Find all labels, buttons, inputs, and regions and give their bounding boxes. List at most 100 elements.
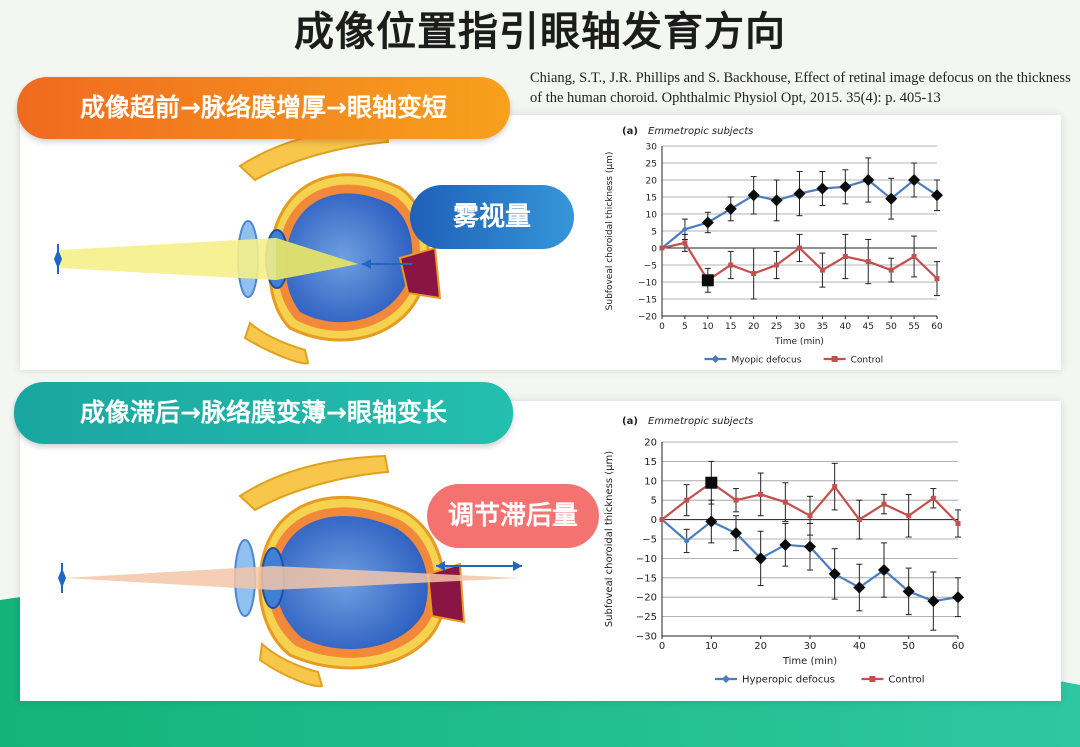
y-tick-label: 10 [646, 211, 658, 221]
data-point [705, 515, 718, 528]
x-tick-label: 25 [771, 322, 782, 332]
data-point [682, 240, 688, 246]
y-tick-label: 15 [646, 194, 657, 204]
data-point [754, 552, 767, 565]
data-point [934, 276, 940, 282]
citation-text: Chiang, S.T., J.R. Phillips and S. Backh… [530, 70, 1071, 106]
data-point [853, 581, 866, 594]
data-point [927, 595, 940, 608]
y-tick-label: −10 [636, 554, 657, 565]
data-point [770, 194, 783, 207]
data-point [724, 202, 737, 215]
data-point [839, 180, 852, 193]
data-point [931, 189, 943, 202]
data-point [782, 499, 788, 505]
x-tick-label: 30 [804, 641, 817, 652]
data-point [955, 520, 961, 526]
data-point [819, 267, 825, 273]
y-tick-label: 15 [644, 457, 657, 468]
data-point [797, 245, 802, 251]
x-tick-label: 60 [931, 322, 943, 332]
section-label-bottom: 成像滞后→脉络膜变薄→眼轴变长 [14, 382, 513, 444]
optic-nerve [398, 246, 442, 300]
y-tick-label: −25 [636, 612, 657, 623]
y-tick-label: −10 [638, 279, 657, 289]
chart-myopic-defocus: (a) Emmetropic subjects −20 −15 −10 −5 0 5 10 15 2… [605, 126, 943, 366]
x-tick-label: 10 [702, 322, 714, 332]
data-point [856, 517, 862, 523]
data-point [774, 262, 780, 268]
data-point [779, 538, 792, 551]
data-point [681, 226, 688, 233]
data-point [807, 513, 813, 519]
data-point [842, 254, 848, 259]
x-axis-label: Time (min) [774, 337, 824, 347]
y-tick-label: 20 [644, 438, 657, 449]
data-point [804, 540, 816, 553]
legend-marker [831, 356, 838, 362]
section-label-top: 成像超前→脉络膜增厚→眼轴变短 [17, 77, 510, 139]
data-point [701, 274, 714, 287]
eyeball [285, 193, 413, 323]
y-tick-label: −15 [638, 296, 657, 306]
data-point [733, 497, 739, 503]
x-tick-label: 55 [908, 322, 919, 332]
y-tick-label: 25 [646, 160, 657, 170]
x-tick-label: 15 [725, 322, 736, 332]
x-tick-label: 5 [682, 322, 688, 332]
x-tick-label: 20 [748, 322, 760, 332]
x-tick-label: 40 [853, 641, 866, 652]
y-tick-label: −20 [638, 313, 657, 323]
y-tick-label: −15 [636, 573, 657, 584]
data-point [832, 484, 838, 490]
y-tick-label: 5 [651, 228, 657, 238]
chart-subtitle: Emmetropic subjects [648, 416, 753, 427]
data-point [908, 174, 921, 186]
y-tick-label: −5 [642, 535, 657, 546]
y-tick-label: −20 [636, 593, 657, 604]
chart-subtitle: Emmetropic subjects [648, 126, 753, 137]
x-tick-label: 0 [659, 641, 665, 652]
panel-label: (a) [622, 126, 638, 137]
data-point [728, 262, 734, 268]
x-tick-label: 35 [817, 322, 828, 332]
y-axis-label: Subfoveal choroidal thickness (µm) [605, 152, 615, 311]
data-point [881, 501, 887, 507]
x-tick-label: 0 [659, 322, 665, 332]
y-tick-label: 10 [644, 476, 657, 487]
data-point [659, 517, 665, 523]
y-tick-label: 0 [651, 245, 657, 255]
y-tick-label: −30 [636, 632, 657, 643]
y-tick-label: 5 [651, 496, 657, 507]
data-point [816, 182, 829, 195]
x-tick-label: 10 [705, 641, 718, 652]
data-point [885, 192, 898, 205]
legend-label: Control [888, 675, 924, 686]
data-point [902, 585, 915, 598]
badge-fog-amount: 雾视量 [410, 185, 574, 249]
data-point [911, 254, 917, 259]
data-point [705, 476, 718, 489]
legend-marker [722, 675, 730, 683]
y-tick-label: 0 [651, 515, 657, 526]
data-point [684, 497, 690, 503]
y-tick-label: 20 [646, 177, 658, 187]
data-point [930, 495, 936, 501]
eye-diagram-hyperopic-defocus [58, 454, 522, 688]
data-point [865, 259, 871, 265]
x-tick-label: 50 [902, 641, 915, 652]
x-tick-label: 60 [952, 641, 965, 652]
bottom-panel [20, 401, 1061, 701]
x-axis-label: Time (min) [782, 656, 837, 667]
data-point [828, 567, 841, 580]
y-axis-label: Subfoveal choroidal thickness (µm) [604, 451, 615, 627]
data-point [747, 189, 760, 202]
x-tick-label: 20 [754, 641, 767, 652]
data-point [701, 216, 714, 229]
data-point [952, 591, 964, 604]
legend-marker [711, 355, 720, 363]
data-point [683, 537, 690, 544]
eye-diagram-myopic-defocus [54, 124, 442, 365]
y-tick-label: −5 [644, 262, 657, 272]
x-tick-label: 45 [863, 322, 874, 332]
